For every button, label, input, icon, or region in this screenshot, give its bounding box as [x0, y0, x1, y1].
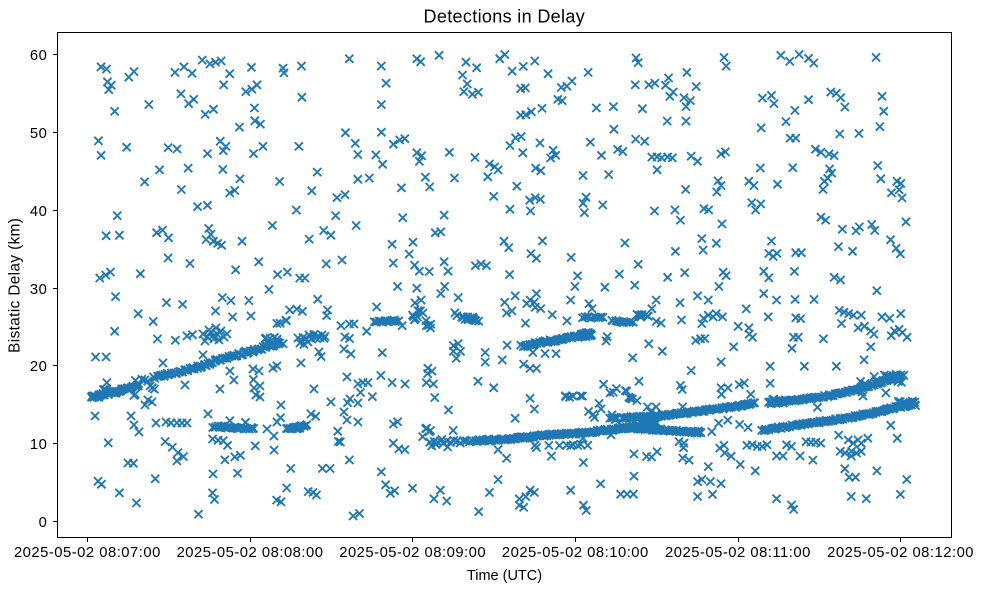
- svg-text:10: 10: [30, 437, 47, 453]
- svg-text:50: 50: [30, 126, 47, 142]
- svg-text:Bistatic Delay (km): Bistatic Delay (km): [6, 218, 23, 353]
- svg-text:2025-05-02 08:07:00: 2025-05-02 08:07:00: [14, 545, 161, 561]
- svg-text:2025-05-02 08:09:00: 2025-05-02 08:09:00: [339, 545, 486, 561]
- svg-text:2025-05-02 08:08:00: 2025-05-02 08:08:00: [177, 545, 324, 561]
- svg-text:Time (UTC): Time (UTC): [467, 568, 542, 584]
- svg-text:20: 20: [30, 359, 47, 375]
- svg-text:60: 60: [30, 48, 47, 64]
- svg-text:0: 0: [39, 515, 48, 531]
- svg-text:2025-05-02 08:10:00: 2025-05-02 08:10:00: [502, 545, 649, 561]
- svg-text:2025-05-02 08:12:00: 2025-05-02 08:12:00: [827, 545, 974, 561]
- svg-text:40: 40: [30, 204, 47, 220]
- svg-text:30: 30: [30, 282, 47, 298]
- svg-text:2025-05-02 08:11:00: 2025-05-02 08:11:00: [665, 545, 811, 561]
- svg-text:Detections in Delay: Detections in Delay: [424, 7, 586, 27]
